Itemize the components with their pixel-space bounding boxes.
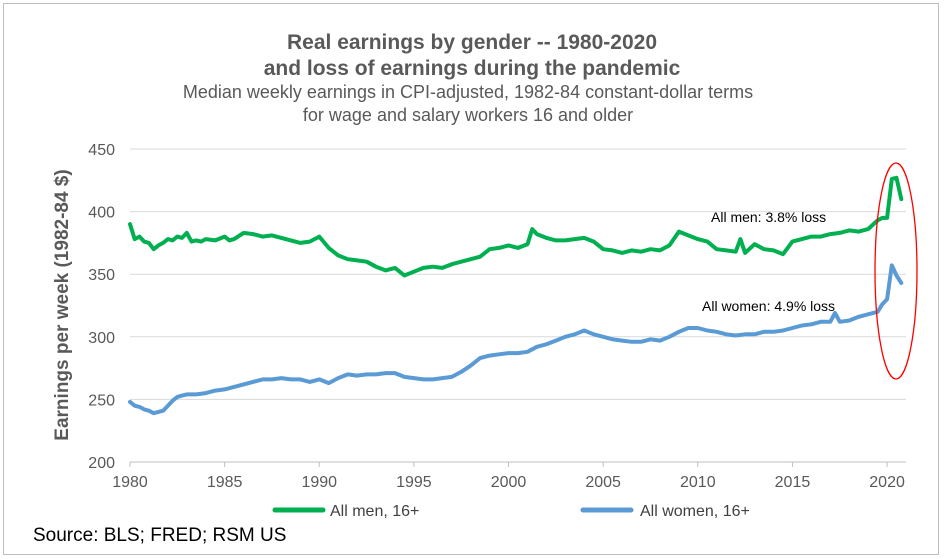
y-tick-label: 350 [88, 267, 115, 284]
annotation-women: All women: 4.9% loss [702, 298, 835, 314]
x-tick-label: 1990 [301, 474, 337, 491]
series-line-women [128, 263, 904, 416]
y-tick-label: 400 [88, 205, 115, 222]
series-line-men [128, 175, 904, 278]
annotation-men: All men: 3.8% loss [711, 209, 826, 225]
series-lines [128, 175, 904, 416]
legend-label-women: All women, 16+ [640, 503, 750, 520]
y-tick-label: 450 [88, 142, 115, 159]
x-tick-label: 2020 [869, 474, 905, 491]
chart-frame [3, 3, 939, 555]
x-tick-label: 1995 [396, 474, 432, 491]
legend-label-men: All men, 16+ [330, 503, 419, 520]
source-note: Source: BLS; FRED; RSM US [33, 525, 286, 546]
x-tick-label: 1985 [207, 474, 243, 491]
x-tick-label: 2010 [680, 474, 716, 491]
x-axis-ticks: 1980 1985 1990 1995 2000 2005 2010 2015 2020 [112, 474, 905, 491]
y-axis-label: Earnings per week (1982-84 $) [52, 169, 73, 440]
chart-subtitle-line1: Median weekly earnings in CPI-adjusted, … [183, 82, 753, 102]
x-tick-label: 2000 [491, 474, 527, 491]
y-axis-ticks: 200 250 300 350 400 450 [88, 142, 115, 472]
gridlines [129, 148, 906, 467]
chart-title-line1: Real earnings by gender -- 1980-2020 [287, 31, 657, 54]
legend: All men, 16+ All women, 16+ [272, 503, 750, 520]
x-tick-label: 1980 [112, 474, 148, 491]
y-tick-label: 300 [88, 330, 115, 347]
y-tick-label: 250 [88, 392, 115, 409]
chart-subtitle-line2: for wage and salary workers 16 and older [303, 105, 633, 125]
x-tick-label: 2015 [775, 474, 811, 491]
x-tick-label: 2005 [585, 474, 621, 491]
chart-title-line2: and loss of earnings during the pandemic [264, 57, 681, 80]
highlight-ellipse [874, 162, 918, 380]
y-tick-label: 200 [88, 455, 115, 472]
